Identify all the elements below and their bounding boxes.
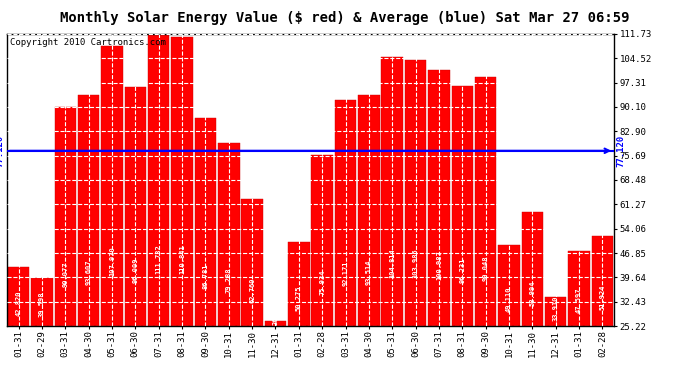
Text: 50.275: 50.275 [296,285,302,311]
Text: 100.987: 100.987 [436,251,442,280]
Text: 77.120: 77.120 [616,135,625,167]
Bar [218,144,239,326]
Text: 47.597: 47.597 [576,287,582,313]
Bar [428,70,450,326]
Bar [475,76,496,326]
Text: 107.970: 107.970 [109,246,115,276]
Text: Monthly Solar Energy Value ($ red) & Average (blue) Sat Mar 27 06:59: Monthly Solar Energy Value ($ red) & Ave… [60,11,630,25]
Bar [382,57,403,326]
Bar [101,46,123,326]
Bar [405,60,426,326]
Bar [335,100,356,326]
Text: 93.607: 93.607 [86,259,92,285]
Bar [288,242,310,326]
Text: 93.514: 93.514 [366,259,372,285]
Bar [498,246,520,326]
Text: 42.820: 42.820 [16,290,21,315]
Bar [148,34,170,326]
Bar [358,95,380,326]
Bar [195,118,216,326]
Bar [125,87,146,326]
Text: 103.985: 103.985 [413,249,419,278]
Text: 110.841: 110.841 [179,244,185,274]
Text: 92.171: 92.171 [342,260,348,285]
Text: 26.918: 26.918 [273,300,279,325]
Text: 51.924: 51.924 [600,285,605,310]
Bar [78,95,99,326]
Bar [451,86,473,326]
Text: 99.048: 99.048 [482,256,489,281]
Text: 77.120: 77.120 [0,135,5,167]
Text: 39.598: 39.598 [39,292,45,318]
Text: 62.760: 62.760 [249,278,255,303]
Bar [8,267,29,326]
Text: 58.994: 58.994 [529,280,535,306]
Bar [265,321,286,326]
Text: 79.288: 79.288 [226,268,232,293]
Bar [241,200,263,326]
Text: 33.910: 33.910 [553,296,559,321]
Bar [545,297,566,326]
Text: 111.732: 111.732 [156,244,161,274]
Text: 96.231: 96.231 [460,258,465,283]
Bar [592,236,613,326]
Bar [171,37,193,326]
Text: 75.934: 75.934 [319,270,325,296]
Bar [522,212,543,326]
Bar [311,155,333,326]
Text: 86.781: 86.781 [202,263,208,289]
Bar [31,278,52,326]
Text: 104.814: 104.814 [389,248,395,278]
Text: 96.009: 96.009 [132,258,139,283]
Text: 49.110: 49.110 [506,286,512,312]
Text: Copyright 2010 Cartronics.com: Copyright 2010 Cartronics.com [10,38,166,47]
Bar [55,107,76,326]
Text: 90.077: 90.077 [62,261,68,287]
Bar [569,251,590,326]
